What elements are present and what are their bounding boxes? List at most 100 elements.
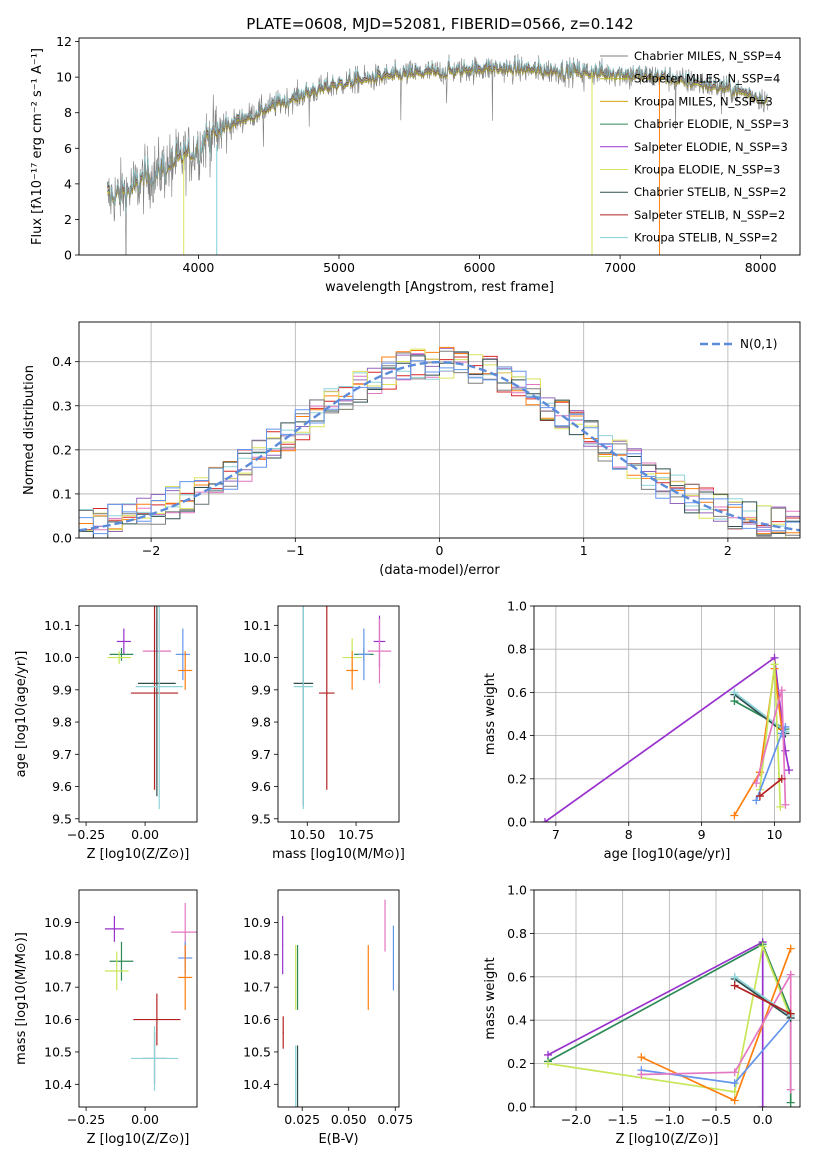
axes-frame: 7 8 9 10 0.0 0.2 0.4 0.6 0.8 1.0 age [log10(age/yr…	[483, 599, 801, 862]
y-tick-label: 10.4	[243, 1077, 271, 1092]
x-tick-label: 0	[436, 543, 444, 558]
point-marker	[730, 811, 739, 820]
y-tick-label: 10.5	[44, 1044, 72, 1059]
y-tick-label: 9.7	[52, 747, 72, 762]
axes-border	[78, 889, 198, 1108]
x-tick-label: 10.50	[289, 827, 325, 842]
legend-entry-6: Chabrier STELIB, N_SSP=2	[634, 185, 786, 199]
y-tick-label: 9.9	[52, 682, 72, 697]
x-tick-label: −0.25	[67, 827, 105, 842]
legend-entry-2: Kroupa MILES, N_SSP=3	[634, 94, 773, 108]
y-tick-label: 8	[64, 105, 72, 120]
point-marker	[752, 779, 761, 788]
series-line-8	[759, 778, 783, 797]
legend: N(0,1)	[700, 337, 777, 351]
x-tick-label: 1	[580, 543, 588, 558]
y-tick-label: 0.8	[507, 926, 527, 941]
point-marker	[786, 1009, 795, 1018]
y-tick-label: 0.2	[507, 1056, 527, 1071]
y-tick-label: 10.6	[243, 1012, 271, 1027]
point-marker	[770, 660, 779, 669]
point-marker	[730, 1096, 739, 1105]
legend-entry-0: Chabrier MILES, N_SSP=4	[634, 49, 781, 63]
x-tick-label: 6000	[464, 260, 496, 275]
x-axis-label: Z [log10(Z/Z⊙)]	[87, 847, 190, 862]
y-tick-label: 10.7	[44, 980, 72, 995]
x-axis-label: age [log10(age/yr)]	[604, 847, 731, 862]
histogram-7	[79, 350, 800, 537]
y-tick-label: 0.0	[507, 1100, 527, 1115]
y-tick-label: 10.1	[44, 618, 72, 633]
x-tick-label: −2	[142, 543, 160, 558]
y-tick-label: 10.0	[243, 650, 271, 665]
plot-area	[104, 902, 197, 1091]
y-tick-label: 2	[64, 212, 72, 227]
legend: Chabrier MILES, N_SSP=4 Salpeter MILES, N…	[600, 49, 789, 245]
y-tick-label: 0.6	[507, 685, 527, 700]
axes-border	[78, 605, 198, 823]
legend-entry-4: Salpeter ELODIE, N_SSP=3	[634, 140, 788, 154]
y-tick-label: 9.8	[52, 715, 72, 730]
legend-entry: N(0,1)	[740, 337, 777, 351]
x-tick-label: −2.0	[561, 1112, 591, 1127]
legend-entry-3: Chabrier ELODIE, N_SSP=3	[634, 117, 789, 131]
point-marker	[786, 970, 795, 979]
y-tick-label: 9.5	[251, 811, 271, 826]
x-tick-label: −1.0	[654, 1112, 684, 1127]
x-axis-label: Z [log10(Z/Z⊙)]	[616, 1132, 719, 1147]
y-tick-label: 9.7	[251, 747, 271, 762]
x-tick-label: 8	[625, 827, 633, 842]
panel-residuals: −2 −1 0 1 2 0.0 0.1 0.2 0.3 0.4 (data-model)/error…	[22, 321, 801, 578]
axes-frame: 4000 5000 6000 7000 8000 0 2 4 6 8 10 12 wavelength …	[30, 34, 801, 295]
spectrum-title: PLATE=0608, MJD=52081, FIBERID=0566, z=0…	[246, 15, 633, 33]
x-tick-label: 0.0	[753, 1112, 773, 1127]
y-tick-label: 10.8	[44, 947, 72, 962]
axes-border	[533, 605, 801, 823]
y-tick-label: 9.9	[251, 682, 271, 697]
y-tick-label: 10.9	[243, 915, 271, 930]
point-marker	[730, 981, 739, 990]
y-tick-label: 10.0	[44, 650, 72, 665]
point-marker	[786, 1085, 795, 1094]
axes-frame: −0.25 0.00 9.5 9.6 9.7 9.8 9.9 10.0 10.1 Z [log10…	[14, 605, 198, 862]
plot-area	[107, 606, 193, 810]
y-tick-label: 0.4	[52, 354, 72, 369]
y-tick-label: 0.0	[507, 815, 527, 830]
y-tick-label: 1.0	[507, 883, 527, 898]
y-tick-label: 10.6	[44, 1012, 72, 1027]
point-marker	[755, 792, 764, 801]
plot-area	[540, 653, 794, 822]
axes-frame: −2.0 −1.5 −1.0 −0.5 0.0 0.0 0.2 0.4 0.6 0.8 1.0 Z […	[483, 883, 801, 1147]
x-tick-label: 0.075	[377, 1112, 413, 1127]
x-tick-label: 0.025	[284, 1112, 320, 1127]
y-tick-label: 9.6	[251, 779, 271, 794]
legend-entry-8: Kroupa STELIB, N_SSP=2	[634, 231, 778, 245]
panel-spectrum: 4000 5000 6000 7000 8000 0 2 4 6 8 10 12 wavelength …	[30, 34, 801, 295]
panel-mass_vs_Z: −0.25 0.00 10.4 10.5 10.6 10.7 10.8 10.9 Z [log1…	[14, 889, 198, 1147]
y-tick-label: 0.0	[52, 531, 72, 546]
histogram-4	[79, 346, 800, 535]
y-tick-label: 0.2	[507, 771, 527, 786]
point-marker	[777, 729, 786, 738]
y-tick-label: 0.6	[507, 969, 527, 984]
x-axis-label: wavelength [Angstrom, rest frame]	[325, 280, 554, 295]
point-marker	[730, 1068, 739, 1077]
plot-area	[106, 53, 768, 255]
x-tick-label: −1	[286, 543, 304, 558]
point-marker	[752, 796, 761, 805]
x-tick-label: 7	[552, 827, 560, 842]
panel-mass_weight_vs_age: 7 8 9 10 0.0 0.2 0.4 0.6 0.8 1.0 age [log10(age/yr…	[483, 599, 801, 862]
point-marker	[786, 944, 795, 953]
y-tick-label: 12	[56, 34, 72, 49]
point-marker	[637, 1070, 646, 1079]
y-axis-label: Flux [fλ10⁻¹⁷ erg cm⁻² s⁻¹ A⁻¹]	[30, 48, 45, 245]
y-axis-label: mass weight	[483, 673, 498, 755]
y-tick-label: 0.8	[507, 642, 527, 657]
plot-area	[293, 606, 392, 810]
x-tick-label: 4000	[183, 260, 215, 275]
y-tick-label: 0.2	[52, 442, 72, 457]
series-line-8	[734, 984, 792, 1015]
axes-border	[277, 889, 400, 1108]
